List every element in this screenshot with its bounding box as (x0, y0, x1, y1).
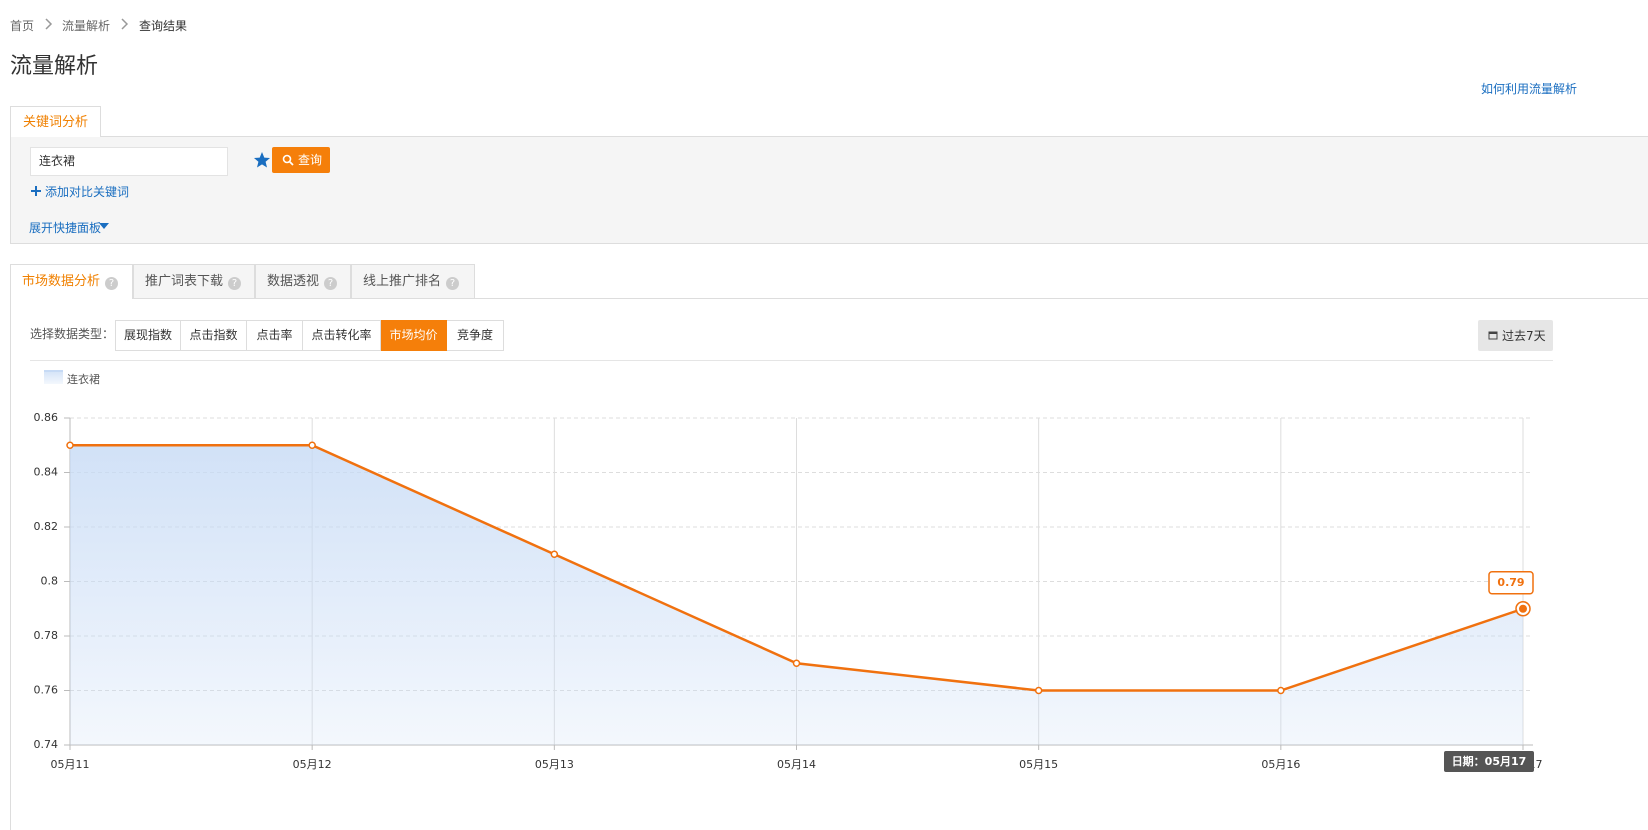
point (792, 659, 801, 667)
data-type-label: 选择数据类型： (30, 327, 115, 341)
sub-tab[interactable]: 推广词表下载? (133, 264, 255, 298)
sub-tab-label: 市场数据分析 (22, 274, 101, 289)
y-tick-label: 0.82 (34, 520, 59, 533)
help-icon[interactable]: ? (446, 277, 460, 290)
help-icon[interactable]: ? (228, 277, 242, 290)
sub-tab[interactable]: 线上推广排名? (351, 264, 475, 298)
date-range-label: 过去7天 (1502, 329, 1546, 343)
keyword-input[interactable]: 连衣裙 (30, 147, 228, 176)
area (70, 445, 1523, 745)
data-type-option[interactable]: 点击率 (247, 320, 303, 351)
legend-swatch-top (44, 370, 63, 372)
date-tooltip: 日期：05月17 (1452, 754, 1527, 768)
search-icon (282, 154, 294, 166)
add-compare-link[interactable]: 添加对比关键词 (45, 185, 130, 199)
sub-tab-label: 线上推广排名 (363, 274, 442, 289)
breadcrumb-link[interactable]: 流量解析 (62, 19, 111, 33)
tooltip-box (1488, 571, 1534, 595)
x-tick-label: 05月14 (777, 758, 816, 771)
point-ring (1515, 601, 1531, 617)
point (550, 550, 559, 558)
help-icon[interactable]: ? (324, 277, 338, 290)
chevron (121, 18, 129, 30)
sub-tab-label: 推广词表下载 (145, 274, 224, 289)
point (308, 441, 316, 449)
chevron (45, 18, 53, 30)
y-tick-label: 0.84 (34, 466, 59, 479)
x-tick-label: 05月12 (293, 758, 332, 771)
tab-line (10, 298, 1648, 299)
plus-icon (31, 186, 41, 196)
star-icon[interactable] (253, 151, 271, 169)
expand-panel-link[interactable]: 展开快捷面板 (29, 221, 102, 235)
point (1277, 686, 1285, 695)
page-title: 流量解析 (10, 54, 99, 79)
tooltip-value: 0.79 (1497, 576, 1524, 589)
caret-icon (99, 223, 109, 229)
legend-swatch (44, 370, 63, 384)
data-type-option[interactable]: 竞争度 (447, 320, 504, 351)
data-type-option[interactable]: 市场均价 (381, 320, 447, 351)
help-link[interactable]: 如何利用流量解析 (1481, 82, 1578, 96)
date-tooltip-box (1444, 751, 1534, 772)
sub-tab[interactable]: 市场数据分析? (10, 264, 133, 299)
point (66, 441, 74, 449)
data-type-option[interactable]: 点击转化率 (303, 320, 381, 351)
point (1517, 602, 1529, 615)
x-tick-label: 05月13 (535, 758, 574, 771)
y-tick-label: 0.86 (34, 411, 59, 424)
breadcrumb-home[interactable]: 首页 (10, 19, 35, 33)
point (1034, 686, 1043, 695)
main-tab[interactable]: 关键词分析 (10, 106, 101, 137)
sub-tab-label: 数据透视 (267, 274, 320, 289)
sub-tab[interactable]: 数据透视? (255, 264, 351, 298)
y-tick-label: 0.78 (34, 629, 59, 642)
x-tick-label: 05月11 (51, 758, 90, 771)
data-type-option[interactable]: 展现指数 (115, 320, 181, 351)
x-tick-label: 05月16 (1261, 758, 1300, 771)
content-border (10, 298, 11, 830)
x-tick-label: 05月15 (1019, 758, 1058, 771)
data-type-option[interactable]: 点击指数 (181, 320, 247, 351)
y-tick-label: 0.8 (41, 575, 59, 588)
y-tick-label: 0.76 (34, 684, 59, 697)
breadcrumb-current: 查询结果 (139, 19, 188, 33)
help-icon[interactable]: ? (105, 277, 119, 290)
legend-label: 连衣裙 (67, 372, 100, 386)
calendar-icon (1488, 331, 1498, 340)
divider (30, 360, 1553, 361)
y-tick-label: 0.74 (34, 738, 59, 751)
query-button[interactable]: 查询 (272, 147, 330, 173)
